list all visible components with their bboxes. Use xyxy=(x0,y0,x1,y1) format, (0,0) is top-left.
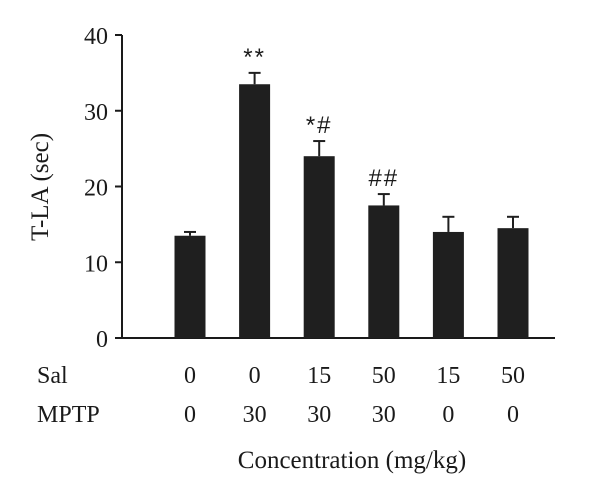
sal-dose-label: 15 xyxy=(307,363,331,389)
mptp-dose-label: 30 xyxy=(243,402,267,428)
mptp-dose-label: 30 xyxy=(372,402,396,428)
y-tick-label: 40 xyxy=(84,24,108,50)
mptp-dose-label: 0 xyxy=(507,402,519,428)
y-tick-label: 30 xyxy=(84,100,108,126)
bars xyxy=(174,84,529,338)
error-bar xyxy=(507,215,519,229)
row-label-sal: Sal xyxy=(37,363,68,389)
y-tick-label: 0 xyxy=(96,327,108,353)
y-tick-label: 10 xyxy=(84,251,108,277)
mptp-dose-label: 0 xyxy=(442,402,454,428)
bar xyxy=(174,235,206,338)
error-bar xyxy=(184,230,196,236)
significance-annotations: ** *# ## xyxy=(243,44,399,192)
error-bar xyxy=(313,140,326,157)
error-bar xyxy=(248,71,261,85)
significance-label: *# xyxy=(306,112,333,139)
group-table: Sal 0 0 15 50 15 50 MPTP 0 30 30 30 0 0 xyxy=(37,363,525,428)
bar xyxy=(239,84,271,338)
bar xyxy=(303,156,335,338)
y-axis-label: T-LA (sec) xyxy=(27,133,54,241)
x-axis-label: Concentration (mg/kg) xyxy=(238,447,466,474)
y-ticks: 0 10 20 30 40 xyxy=(84,24,122,353)
sal-dose-label: 50 xyxy=(372,363,396,389)
y-tick-label: 20 xyxy=(84,176,108,202)
sal-dose-label: 0 xyxy=(184,363,196,389)
significance-label: ** xyxy=(243,44,266,71)
sal-dose-label: 15 xyxy=(436,363,460,389)
error-bars xyxy=(184,71,519,236)
row-label-mptp: MPTP xyxy=(37,402,100,428)
error-bar xyxy=(377,193,390,206)
bar xyxy=(497,228,529,338)
significance-label: ## xyxy=(368,165,399,192)
sal-dose-label: 0 xyxy=(249,363,261,389)
bar xyxy=(368,205,400,338)
sal-dose-label: 50 xyxy=(501,363,525,389)
mptp-dose-label: 0 xyxy=(184,402,196,428)
error-bar xyxy=(442,215,455,232)
bar xyxy=(432,231,464,338)
mptp-dose-label: 30 xyxy=(307,402,331,428)
